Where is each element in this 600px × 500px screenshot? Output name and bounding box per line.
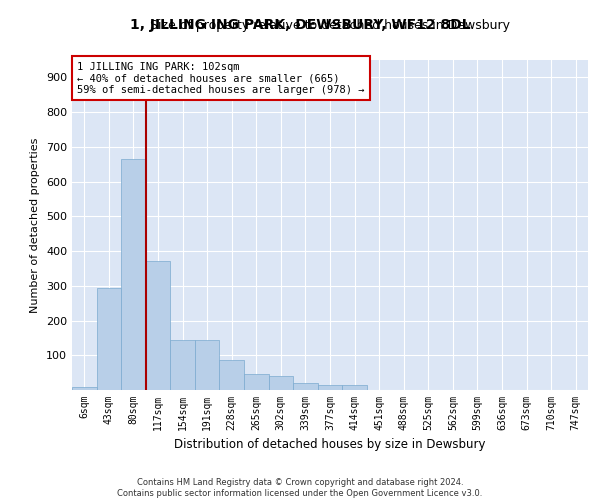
Bar bbox=[220, 360, 244, 390]
Text: 1, JILLING ING PARK, DEWSBURY, WF12 8DL: 1, JILLING ING PARK, DEWSBURY, WF12 8DL bbox=[130, 18, 470, 32]
Bar bbox=[170, 340, 195, 390]
Bar bbox=[72, 386, 97, 390]
Title: Size of property relative to detached houses in Dewsbury: Size of property relative to detached ho… bbox=[150, 20, 510, 32]
Bar bbox=[342, 385, 367, 390]
Text: 1 JILLING ING PARK: 102sqm
← 40% of detached houses are smaller (665)
59% of sem: 1 JILLING ING PARK: 102sqm ← 40% of deta… bbox=[77, 62, 365, 95]
Y-axis label: Number of detached properties: Number of detached properties bbox=[31, 138, 40, 312]
Text: Contains HM Land Registry data © Crown copyright and database right 2024.
Contai: Contains HM Land Registry data © Crown c… bbox=[118, 478, 482, 498]
Bar bbox=[97, 288, 121, 390]
Bar bbox=[195, 340, 220, 390]
X-axis label: Distribution of detached houses by size in Dewsbury: Distribution of detached houses by size … bbox=[174, 438, 486, 452]
Bar bbox=[318, 385, 342, 390]
Bar bbox=[146, 262, 170, 390]
Bar bbox=[244, 374, 269, 390]
Bar bbox=[269, 376, 293, 390]
Bar bbox=[293, 383, 318, 390]
Bar bbox=[121, 159, 146, 390]
